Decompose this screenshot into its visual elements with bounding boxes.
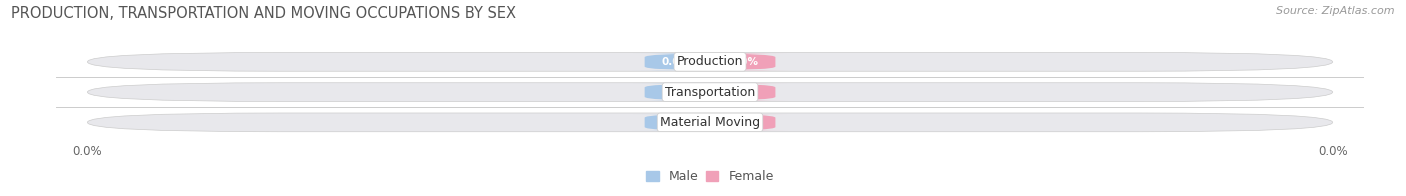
FancyBboxPatch shape — [87, 83, 1333, 102]
Text: Production: Production — [676, 55, 744, 68]
Text: Transportation: Transportation — [665, 86, 755, 99]
Text: 0.0%: 0.0% — [730, 57, 759, 67]
Text: 0.0%: 0.0% — [661, 87, 690, 97]
Text: Material Moving: Material Moving — [659, 116, 761, 129]
FancyBboxPatch shape — [633, 84, 720, 100]
FancyBboxPatch shape — [700, 84, 787, 100]
Text: Source: ZipAtlas.com: Source: ZipAtlas.com — [1277, 6, 1395, 16]
FancyBboxPatch shape — [700, 114, 787, 131]
Text: 0.0%: 0.0% — [661, 117, 690, 127]
FancyBboxPatch shape — [633, 114, 720, 131]
FancyBboxPatch shape — [700, 54, 787, 70]
FancyBboxPatch shape — [87, 113, 1333, 132]
Text: 0.0%: 0.0% — [730, 117, 759, 127]
FancyBboxPatch shape — [633, 54, 720, 70]
Text: PRODUCTION, TRANSPORTATION AND MOVING OCCUPATIONS BY SEX: PRODUCTION, TRANSPORTATION AND MOVING OC… — [11, 6, 516, 21]
Text: 0.0%: 0.0% — [661, 57, 690, 67]
Text: 0.0%: 0.0% — [730, 87, 759, 97]
FancyBboxPatch shape — [87, 53, 1333, 71]
Legend: Male, Female: Male, Female — [644, 168, 776, 186]
